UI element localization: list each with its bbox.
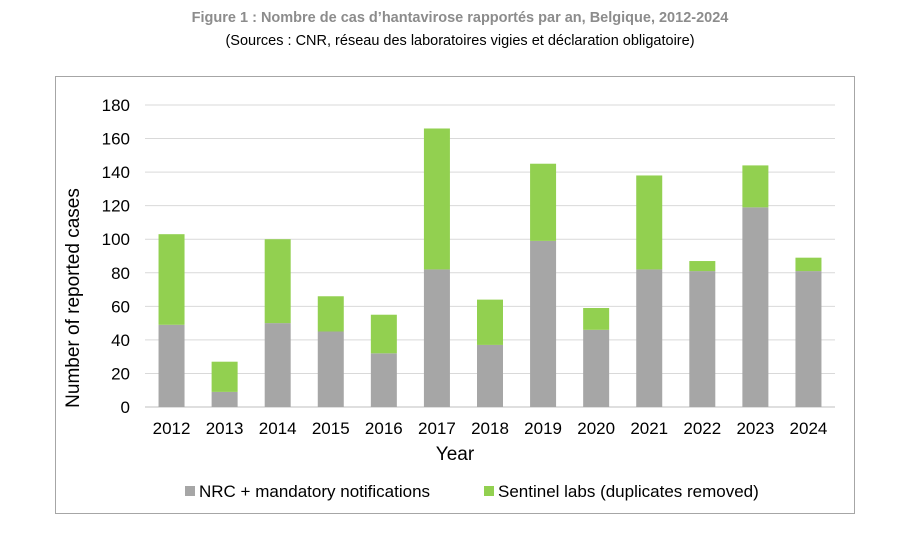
x-tick-labels: 2012 2013 2014 2015 2016 2017 2018 2019 2020 2021… [153, 419, 828, 438]
bar-sentinel-2017 [423, 128, 450, 270]
y-tick-label: 100 [102, 230, 130, 249]
figure-title: Figure 1 : Nombre de cas d’hantavirose r… [191, 10, 729, 26]
bar-sentinel-2022 [689, 261, 716, 272]
y-tick-labels: 0 20 40 60 80 100 120 140 160 180 [102, 96, 130, 417]
bar-sentinel-2023 [742, 165, 769, 208]
bar-sentinel-2020 [583, 308, 610, 330]
bar-nrc-2014 [264, 323, 291, 407]
y-tick-label: 120 [102, 197, 130, 216]
x-tick-label: 2021 [630, 419, 668, 438]
y-tick-label: 160 [102, 130, 130, 149]
bar-sentinel-2021 [636, 175, 663, 270]
x-axis-label: Year [436, 444, 475, 465]
x-tick-label: 2022 [683, 419, 721, 438]
x-tick-label: 2012 [153, 419, 191, 438]
bar-sentinel-2014 [264, 239, 291, 324]
bar-nrc-2015 [317, 331, 344, 407]
bar-nrc-2017 [423, 269, 450, 407]
bar-sentinel-2024 [795, 257, 822, 272]
chart-frame [55, 76, 855, 514]
bar-nrc-2023 [742, 207, 769, 407]
legend-label-nrc: NRC + mandatory notifications [199, 482, 430, 501]
x-tick-label: 2018 [471, 419, 509, 438]
legend-swatch-nrc [185, 486, 195, 496]
bar-nrc-2016 [370, 353, 397, 407]
bar-nrc-2021 [636, 269, 663, 407]
y-tick-label: 180 [102, 96, 130, 115]
legend: NRC + mandatory notifications Sentinel la… [185, 482, 759, 501]
x-tick-label: 2015 [312, 419, 350, 438]
bar-nrc-2022 [689, 271, 716, 407]
x-tick-label: 2013 [206, 419, 244, 438]
bar-nrc-2013 [211, 391, 238, 407]
bar-sentinel-2012 [158, 234, 185, 325]
x-tick-label: 2017 [418, 419, 456, 438]
bars [158, 128, 822, 407]
x-tick-label: 2020 [577, 419, 615, 438]
x-tick-label: 2016 [365, 419, 403, 438]
bar-sentinel-2015 [317, 296, 344, 332]
bar-sentinel-2018 [477, 299, 503, 345]
x-tick-label: 2019 [524, 419, 562, 438]
y-tick-label: 60 [111, 297, 130, 316]
bar-nrc-2024 [795, 271, 822, 407]
y-tick-label: 0 [121, 398, 130, 417]
y-tick-label: 80 [111, 264, 130, 283]
legend-swatch-sentinel [484, 486, 494, 496]
y-tick-label: 140 [102, 163, 130, 182]
bar-sentinel-2013 [211, 361, 238, 392]
y-tick-label: 20 [111, 364, 130, 383]
legend-label-sentinel: Sentinel labs (duplicates removed) [498, 482, 759, 501]
bar-sentinel-2016 [370, 314, 397, 354]
bar-nrc-2012 [158, 324, 185, 407]
y-axis-label: Number of reported cases [63, 188, 84, 408]
bar-nrc-2020 [583, 329, 610, 407]
bar-nrc-2019 [530, 240, 557, 407]
x-tick-label: 2024 [790, 419, 828, 438]
x-tick-label: 2014 [259, 419, 297, 438]
bar-nrc-2018 [477, 344, 503, 407]
bar-sentinel-2019 [530, 163, 557, 241]
y-tick-label: 40 [111, 331, 130, 350]
x-tick-label: 2023 [736, 419, 774, 438]
figure-subtitle: (Sources : CNR, réseau des laboratoires … [225, 33, 695, 49]
